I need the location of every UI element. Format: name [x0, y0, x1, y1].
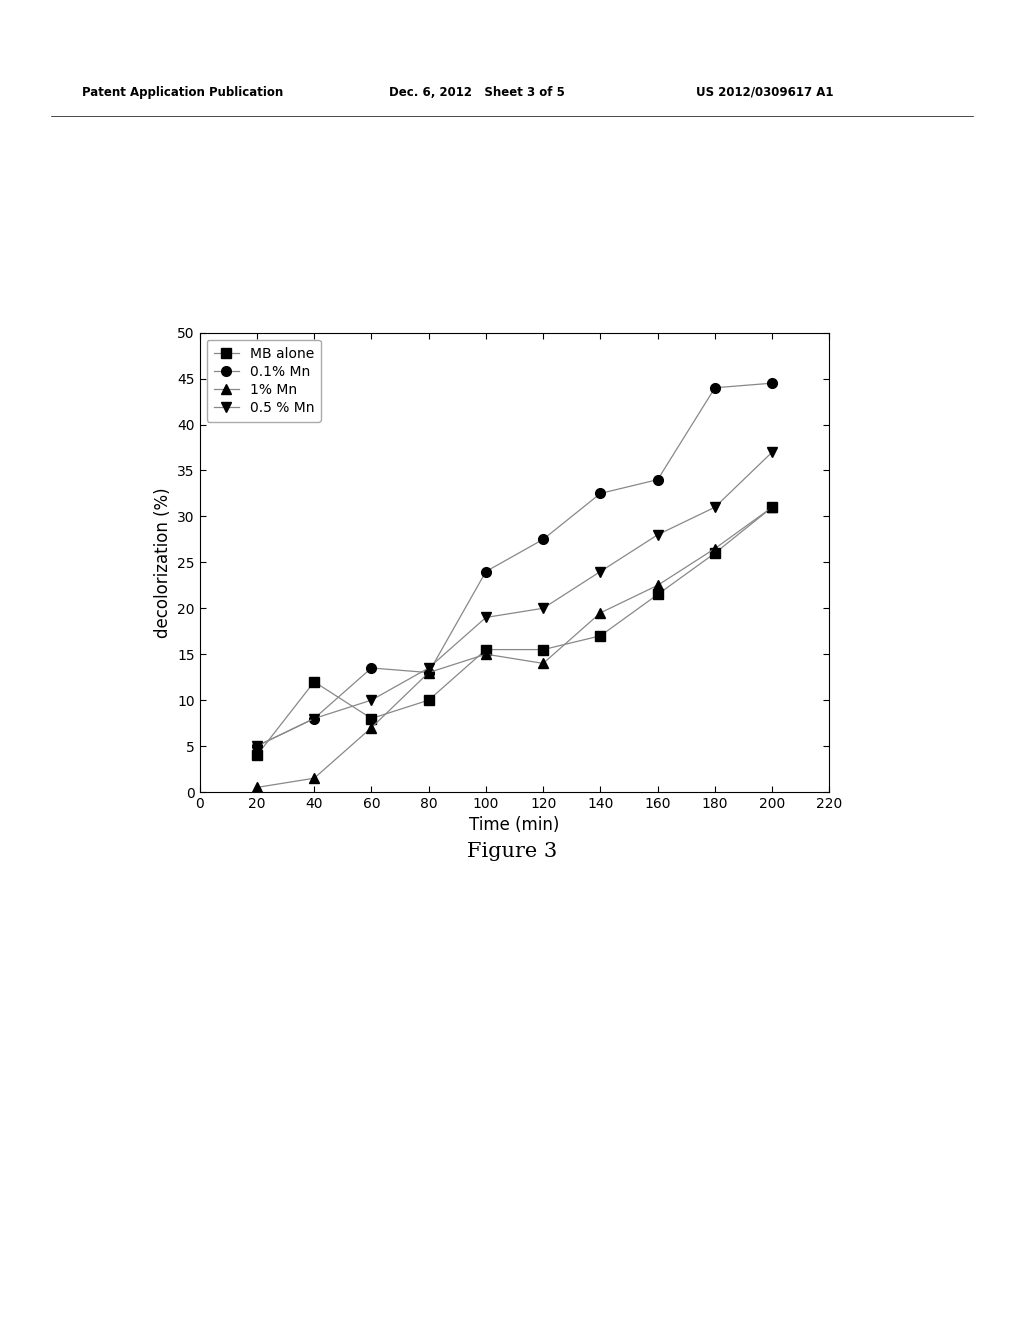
Text: Patent Application Publication: Patent Application Publication — [82, 86, 284, 99]
Line: 1% Mn: 1% Mn — [252, 503, 777, 792]
Line: MB alone: MB alone — [252, 503, 777, 760]
0.1% Mn — [766, 375, 778, 391]
Text: US 2012/0309617 A1: US 2012/0309617 A1 — [696, 86, 834, 99]
0.1% Mn — [709, 380, 721, 396]
MB alone — [537, 642, 549, 657]
1% Mn — [251, 780, 263, 796]
MB alone — [251, 747, 263, 763]
0.1% Mn — [308, 710, 321, 726]
1% Mn — [709, 541, 721, 557]
Line: 0.5 % Mn: 0.5 % Mn — [252, 447, 777, 751]
1% Mn — [537, 656, 549, 672]
0.5 % Mn — [537, 601, 549, 616]
MB alone — [766, 499, 778, 515]
Y-axis label: decolorization (%): decolorization (%) — [154, 487, 172, 638]
1% Mn — [366, 719, 378, 735]
0.5 % Mn — [308, 710, 321, 726]
0.5 % Mn — [766, 444, 778, 459]
Text: Dec. 6, 2012   Sheet 3 of 5: Dec. 6, 2012 Sheet 3 of 5 — [389, 86, 565, 99]
0.1% Mn — [651, 471, 664, 487]
0.1% Mn — [366, 660, 378, 676]
MB alone — [423, 692, 435, 708]
0.5 % Mn — [251, 738, 263, 754]
1% Mn — [651, 577, 664, 593]
1% Mn — [308, 771, 321, 787]
1% Mn — [423, 665, 435, 681]
MB alone — [480, 642, 493, 657]
MB alone — [594, 628, 606, 644]
1% Mn — [594, 605, 606, 620]
0.1% Mn — [423, 665, 435, 681]
0.5 % Mn — [366, 692, 378, 708]
0.5 % Mn — [651, 527, 664, 543]
Text: Figure 3: Figure 3 — [467, 842, 557, 861]
MB alone — [709, 545, 721, 561]
0.5 % Mn — [594, 564, 606, 579]
1% Mn — [480, 647, 493, 663]
0.1% Mn — [537, 532, 549, 548]
MB alone — [308, 673, 321, 689]
MB alone — [366, 710, 378, 726]
0.1% Mn — [480, 564, 493, 579]
0.5 % Mn — [709, 499, 721, 515]
MB alone — [651, 586, 664, 602]
1% Mn — [766, 499, 778, 515]
Legend: MB alone, 0.1% Mn, 1% Mn, 0.5 % Mn: MB alone, 0.1% Mn, 1% Mn, 0.5 % Mn — [207, 339, 322, 422]
Line: 0.1% Mn: 0.1% Mn — [252, 379, 777, 751]
0.5 % Mn — [480, 610, 493, 626]
0.1% Mn — [594, 486, 606, 502]
0.1% Mn — [251, 738, 263, 754]
X-axis label: Time (min): Time (min) — [469, 816, 560, 834]
0.5 % Mn — [423, 660, 435, 676]
